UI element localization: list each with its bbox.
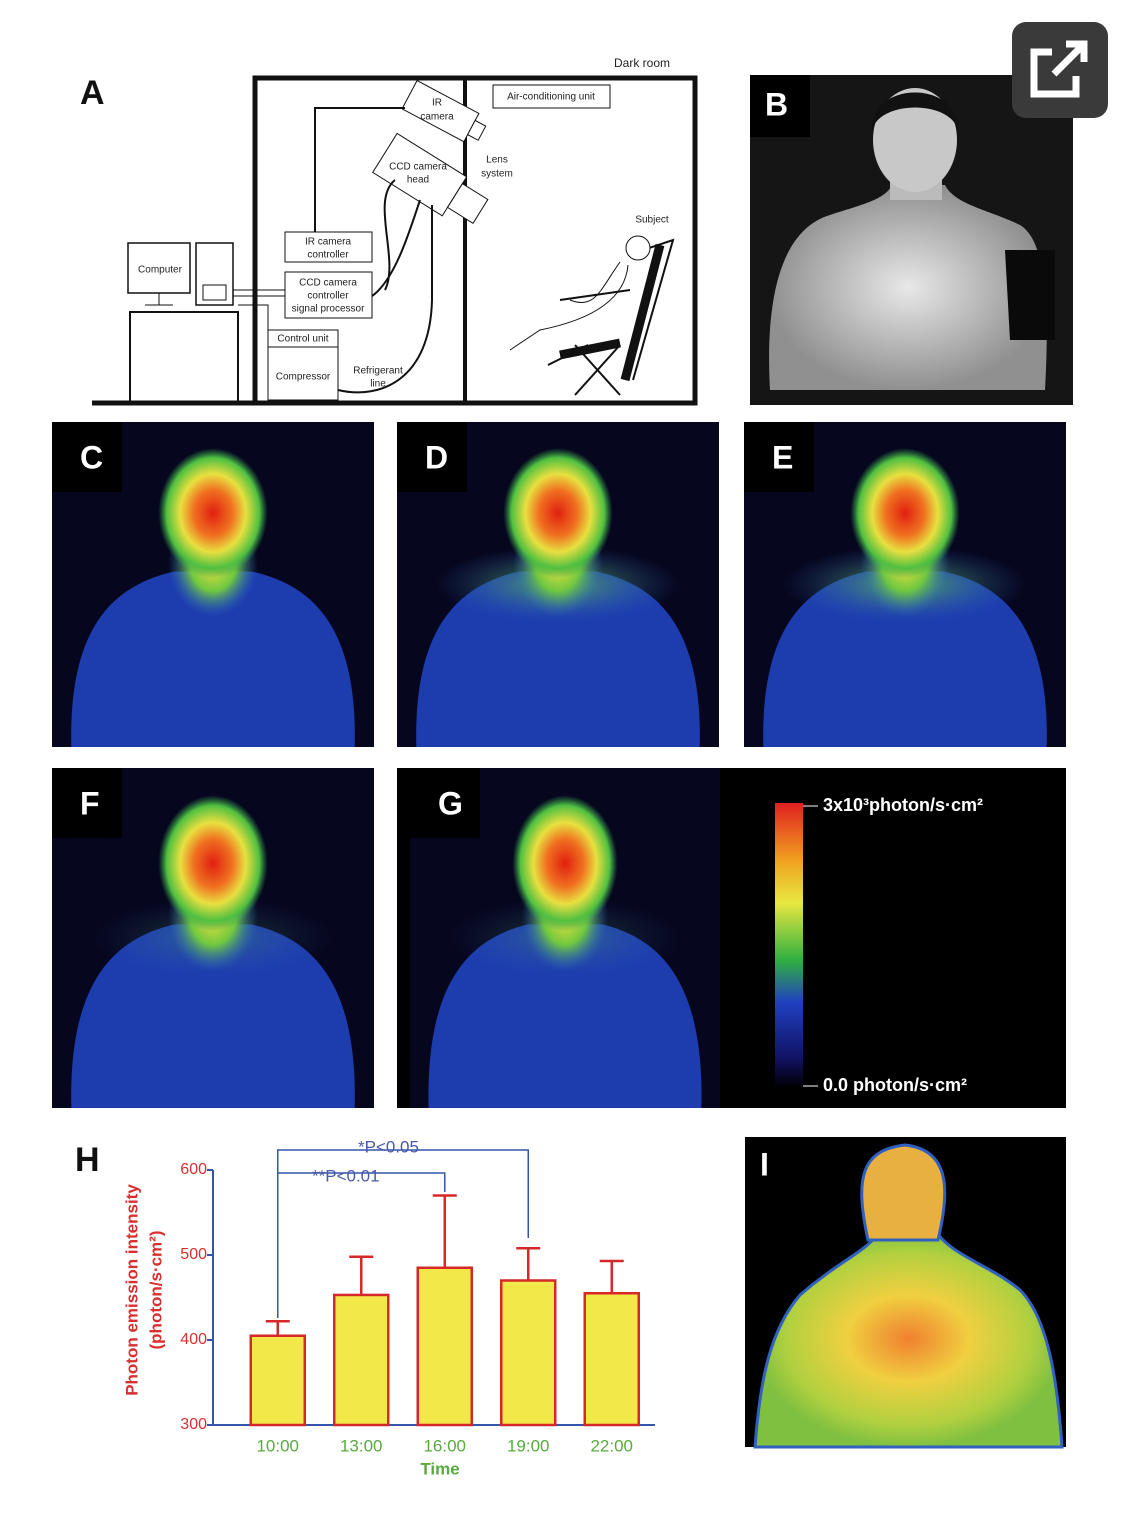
- thermal-image: I: [745, 1137, 1066, 1449]
- colorbar-min: 0.0 photon/s·cm²: [823, 1075, 967, 1095]
- x-tick-label: 16:00: [423, 1436, 466, 1455]
- y-axis-title: (photon/s·cm²): [146, 1231, 165, 1350]
- heat-map: D: [397, 422, 719, 747]
- y-tick-label: 400: [180, 1331, 207, 1348]
- y-axis-title: Photon emission intensity: [122, 1184, 141, 1396]
- x-tick-label: 22:00: [590, 1436, 633, 1455]
- bar: [500, 1279, 557, 1427]
- bar: [416, 1266, 473, 1427]
- setup-diagram: A Dark room IR camera Air-conditioning u…: [80, 56, 698, 406]
- bar-chart: H 300 400 500 600 10:00 13:00 16:00 19:00 22:00 T…: [75, 1137, 655, 1478]
- panel-label: C: [80, 439, 103, 475]
- photo: B: [750, 75, 1073, 405]
- diagram-label: signal processor: [292, 304, 365, 315]
- diagram-label: camera: [420, 112, 454, 123]
- diagram-label: Refrigerant: [353, 366, 403, 377]
- label-bg: [744, 422, 814, 492]
- heat-map: F: [52, 768, 374, 1108]
- panel-label: I: [760, 1146, 769, 1182]
- bar: [333, 1293, 390, 1427]
- colorbar-max: 3x10³photon/s·cm²: [823, 795, 983, 815]
- heat-head: [512, 795, 618, 932]
- heat-body: [71, 571, 355, 747]
- diagram-label: IR: [432, 98, 442, 109]
- heat-map: E: [744, 422, 1066, 747]
- x-tick-label: 13:00: [340, 1436, 383, 1455]
- heat-map: G: [410, 768, 720, 1108]
- expand-button[interactable]: [1012, 22, 1108, 118]
- significance-label: **P<0.01: [312, 1166, 380, 1185]
- heat-head: [158, 448, 268, 578]
- y-tick-label: 500: [180, 1246, 207, 1263]
- y-tick-label: 600: [180, 1161, 207, 1178]
- diagram-label: Control unit: [277, 334, 328, 345]
- heat-head: [850, 448, 960, 578]
- diagram-label: Air-conditioning unit: [507, 92, 595, 103]
- diagram-label: system: [481, 169, 513, 180]
- label-bg: [52, 422, 122, 492]
- panel-label: A: [80, 74, 105, 112]
- diagram-label: head: [407, 175, 429, 186]
- diagram-label: IR camera: [305, 237, 352, 248]
- diagram-label: controller: [307, 250, 349, 261]
- x-tick-label: 10:00: [256, 1436, 299, 1455]
- diagram-label: Lens: [486, 155, 508, 166]
- significance-bracket: [277, 1172, 446, 1318]
- colorbar: 3x10³photon/s·cm² 0.0 photon/s·cm²: [775, 795, 983, 1095]
- diagram-label: CCD camera: [299, 278, 357, 289]
- diagram-label: controller: [307, 291, 349, 302]
- diagram-label: Compressor: [276, 372, 331, 383]
- label-bg: [410, 768, 480, 838]
- label-bg: [397, 422, 467, 492]
- diagram-label: Computer: [138, 265, 183, 276]
- heat-head: [158, 795, 268, 932]
- significance-label: *P<0.05: [358, 1137, 419, 1156]
- panel-label: D: [425, 439, 448, 475]
- panel-label: H: [75, 1141, 100, 1179]
- bar: [249, 1334, 306, 1427]
- panel-label: E: [772, 439, 793, 475]
- x-axis-title: Time: [420, 1459, 459, 1478]
- heat-map: C: [52, 422, 374, 747]
- panel-label: G: [438, 785, 463, 821]
- diagram-label: line: [370, 379, 386, 390]
- diagram-label: Subject: [635, 215, 669, 226]
- heat-panels: C D E F G 3x10³photon/s·cm² 0.0 photon/s·cm²: [52, 422, 1066, 1108]
- diagram-label: CCD camera: [389, 162, 447, 173]
- bar: [583, 1292, 640, 1427]
- x-tick-label: 19:00: [507, 1436, 550, 1455]
- panel-label: F: [80, 785, 100, 821]
- panel-label: B: [765, 86, 788, 122]
- heat-head: [503, 448, 613, 578]
- diagram-label: Dark room: [614, 56, 670, 70]
- y-tick-label: 300: [180, 1416, 207, 1433]
- label-bg: [52, 768, 122, 838]
